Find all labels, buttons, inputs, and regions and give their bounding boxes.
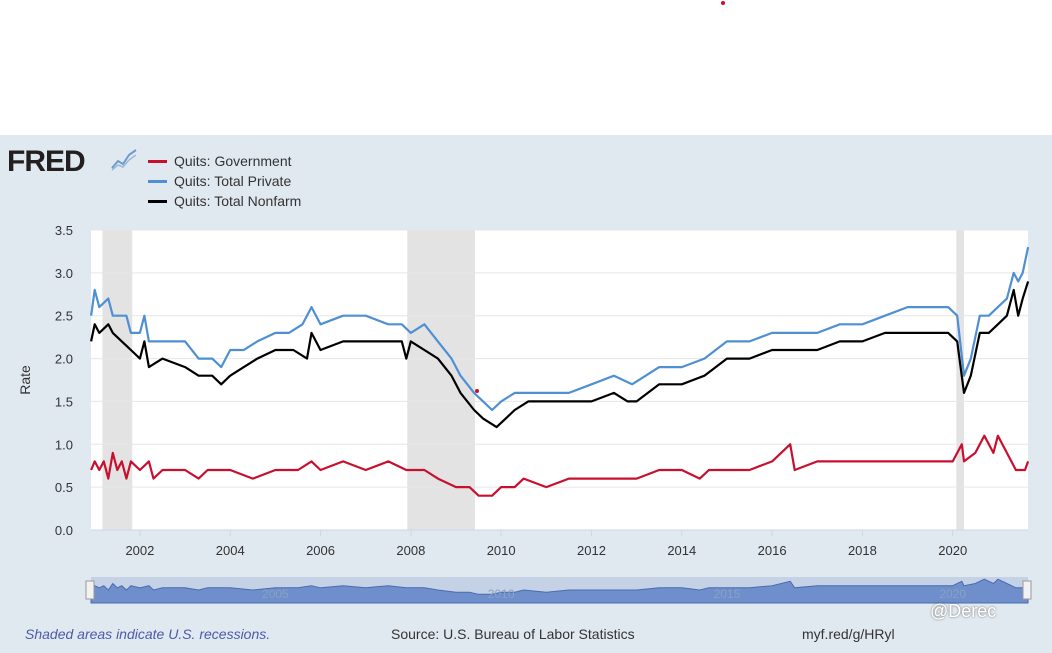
navigator-tick-label: 2005 bbox=[262, 587, 289, 601]
y-axis-label: Rate bbox=[17, 365, 33, 395]
x-tick-label: 2012 bbox=[577, 543, 606, 558]
x-tick-label: 2002 bbox=[125, 543, 154, 558]
watermark: @Derec bbox=[930, 601, 997, 621]
x-tick-label: 2016 bbox=[758, 543, 787, 558]
navigator-series bbox=[90, 578, 1029, 604]
plot-area bbox=[91, 230, 1028, 530]
recession-band bbox=[102, 230, 133, 530]
legend-item[interactable]: Quits: Total Private bbox=[148, 171, 301, 191]
y-tick-label: 1.0 bbox=[55, 437, 73, 452]
legend-swatch bbox=[148, 179, 167, 183]
series-line bbox=[90, 246, 1030, 412]
fred-logo[interactable]: FRED bbox=[7, 145, 86, 178]
legend-swatch bbox=[148, 159, 167, 163]
x-tick-label: 2020 bbox=[938, 543, 967, 558]
short-url-link[interactable]: myf.red/g/HRyl bbox=[802, 626, 895, 642]
x-tick-label: 2006 bbox=[306, 543, 335, 558]
series-line bbox=[90, 434, 1030, 497]
navigator-tick-label: 2020 bbox=[939, 587, 966, 601]
legend-item[interactable]: Quits: Total Nonfarm bbox=[148, 191, 301, 211]
x-tick-label: 2004 bbox=[216, 543, 245, 558]
y-tick-label: 3.0 bbox=[55, 266, 73, 281]
y-tick-label: 3.5 bbox=[55, 223, 73, 238]
y-tick-label: 0.5 bbox=[55, 480, 73, 495]
navigator-tick-label: 2015 bbox=[714, 587, 741, 601]
marker-dot bbox=[475, 389, 479, 393]
y-tick-label: 1.5 bbox=[55, 394, 73, 409]
navigator-handle-left[interactable] bbox=[85, 580, 95, 600]
legend-label: Quits: Total Private bbox=[174, 173, 292, 189]
x-tick-label: 2018 bbox=[848, 543, 877, 558]
x-tick-label: 2014 bbox=[667, 543, 696, 558]
navigator-handle-right[interactable] bbox=[1022, 580, 1032, 600]
legend-item[interactable]: Quits: Government bbox=[148, 151, 301, 171]
recession-note: Shaded areas indicate U.S. recessions. bbox=[25, 626, 271, 642]
y-tick-label: 2.5 bbox=[55, 309, 73, 324]
chart-legend: Quits: Government Quits: Total Private Qui… bbox=[148, 151, 301, 211]
x-tick-label: 2008 bbox=[396, 543, 425, 558]
legend-swatch bbox=[148, 199, 167, 203]
y-tick-label: 2.0 bbox=[55, 352, 73, 367]
marker-dot bbox=[721, 1, 725, 5]
navigator-tick-label: 2010 bbox=[488, 587, 515, 601]
legend-label: Quits: Government bbox=[174, 153, 292, 169]
fred-chart-icon bbox=[111, 149, 137, 171]
x-tick-label: 2010 bbox=[487, 543, 516, 558]
y-tick-label: 0.0 bbox=[55, 523, 73, 538]
series-line bbox=[90, 281, 1030, 429]
recession-band bbox=[956, 230, 965, 530]
source-note: Source: U.S. Bureau of Labor Statistics bbox=[391, 626, 635, 642]
legend-label: Quits: Total Nonfarm bbox=[174, 193, 302, 209]
